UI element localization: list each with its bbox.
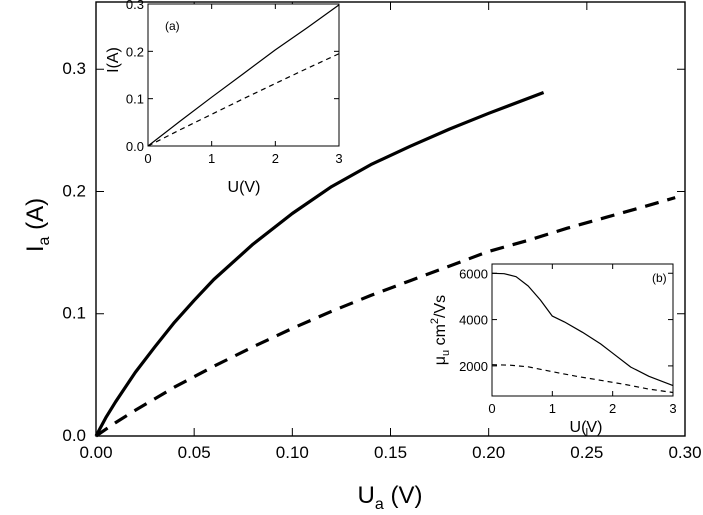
inset-b-frame [491,263,674,397]
main-x-tick-label: 0.00 [79,443,112,462]
main-x-axis-title-sub: a [375,496,384,513]
inset-b-y-axis-title-mu: μ [432,356,449,365]
inset-b-panel-label: (b) [652,271,667,285]
inset-a-x-tick-label: 3 [335,151,342,166]
inset-a-x-tick-label: 0 [144,151,151,166]
inset-b-x-tick-label: 0 [488,401,495,416]
inset-a-series-group [147,4,340,147]
inset-b-y-axis-title-sub: u [440,350,452,356]
main-x-axis-title: Ua (V) [358,482,423,513]
inset-a-frame [147,3,340,147]
main-x-axis-title-main: U [358,482,375,509]
inset-a-y-tick-label: 0.3 [126,0,144,12]
main-y-axis-title: Ia (A) [22,198,53,252]
main-series-dashed-line [95,196,676,438]
inset-b-y-tick-label: 4000 [459,313,488,328]
inset-a-y-axis-title: I(A) [105,47,122,73]
inset-a-x-tick-label: 2 [272,151,279,166]
inset-a-panel-label: (a) [165,19,180,33]
main-x-tick-label: 0.20 [472,443,505,462]
main-ticks-group [95,2,686,437]
inset-a-series-solid-line [147,4,340,147]
inset-a-x-axis-title: U(V) [228,179,261,196]
inset-b-y-tick-label: 6000 [459,266,488,281]
main-plot: 0.00 0.05 0.10 0.15 0.20 0.25 0.300.00.10.20.3… [22,1,702,513]
inset-b-x-tick-label: 3 [669,401,676,416]
inset-a-y-tick-label: 0.1 [126,92,144,107]
main-y-tick-label: 0.3 [62,59,86,78]
inset-b-x-tick-label: 2 [609,401,616,416]
inset-b-ticks-group [491,264,674,396]
inset-b-y-axis-title-sup: 2 [429,318,441,324]
inset-b-y-axis-title-tail: /Vs [432,295,449,318]
main-x-tick-label: 0.10 [276,443,309,462]
inset-a-ticks-group [147,3,340,147]
main-y-tick-label: 0.1 [62,304,86,323]
main-y-axis-title-sub: a [36,236,53,245]
main-y-tick-label: 0.0 [62,426,86,445]
inset-b-y-axis-title: μu cm2/Vs [429,295,452,365]
main-y-axis-title-unit: (A) [22,198,49,237]
main-x-tick-label: 0.25 [570,443,603,462]
main-tick-labels-group: 0.00 0.05 0.10 0.15 0.20 0.25 0.300.00.10.20.3 [62,59,701,462]
main-x-tick-label: 0.05 [178,443,211,462]
main-series-solid-line [94,91,545,437]
main-x-tick-label: 0.30 [668,443,701,462]
inset-b-x-axis-title: U(V) [570,419,603,436]
inset-b-y-axis-title-unit: cm [432,324,449,350]
main-x-axis-title-unit: (V) [384,482,423,509]
main-x-tick-label: 0.15 [374,443,407,462]
inset-b-series-solid-line [491,272,674,387]
main-y-axis-title-main: I [22,245,49,252]
inset-a-y-tick-label: 0.0 [126,139,144,154]
inset-b-series-dashed-line [491,364,674,394]
inset-b-x-tick-label: 1 [549,401,556,416]
inset-b-series-group [491,272,674,394]
inset-a-y-tick-label: 0.2 [126,44,144,59]
inset-b-tick-labels-group: 0 1 2 3 2000 4000 6000 [459,266,677,416]
inset-a-x-tick-label: 1 [208,151,215,166]
inset-b-background [492,264,673,396]
inset-a-tick-labels-group: 0 1 2 3 0.0 0.1 0.2 0.3 [126,0,343,166]
main-series-group [94,91,676,438]
inset-a: 0 1 2 3 0.0 0.1 0.2 0.3 (a) U(V) I(A) [105,0,343,196]
inset-b-y-tick-label: 2000 [459,359,488,374]
main-y-tick-label: 0.2 [62,181,86,200]
